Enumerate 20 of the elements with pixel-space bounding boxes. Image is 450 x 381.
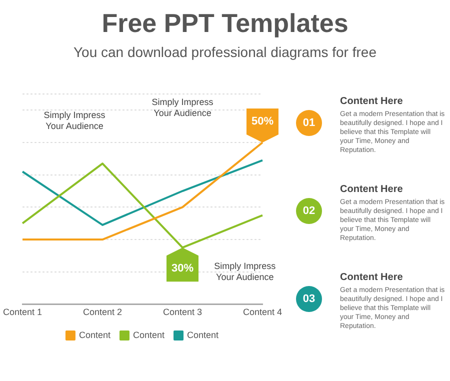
x-tick-label: Content 4 xyxy=(242,307,282,318)
text: Content Here xyxy=(340,272,404,283)
legend-label: Content xyxy=(78,330,111,340)
chart-title: Free PPT Templates xyxy=(100,8,350,39)
legend-label: Content xyxy=(132,330,166,340)
legend-label: Content xyxy=(187,330,220,340)
text: Simply Impress Your Audience xyxy=(44,110,106,131)
x-tick-label: Content 1 xyxy=(3,307,42,318)
text: 01 xyxy=(296,110,322,136)
text: 03 xyxy=(296,286,322,312)
text: Simply Impress Your Audience xyxy=(152,97,214,118)
annotation: 50% xyxy=(251,116,274,128)
annotation: Simply Impress Your Audience xyxy=(214,261,276,282)
text: 02 xyxy=(296,198,322,224)
text: Content Here xyxy=(340,96,404,107)
annotation: 30% xyxy=(171,262,194,275)
x-tick-label: Content 2 xyxy=(82,307,122,318)
chart-subtitle: You can download professional diagrams for free xyxy=(72,44,378,60)
x-tick-label: Content 3 xyxy=(162,307,202,318)
text: Content Here xyxy=(340,184,404,195)
